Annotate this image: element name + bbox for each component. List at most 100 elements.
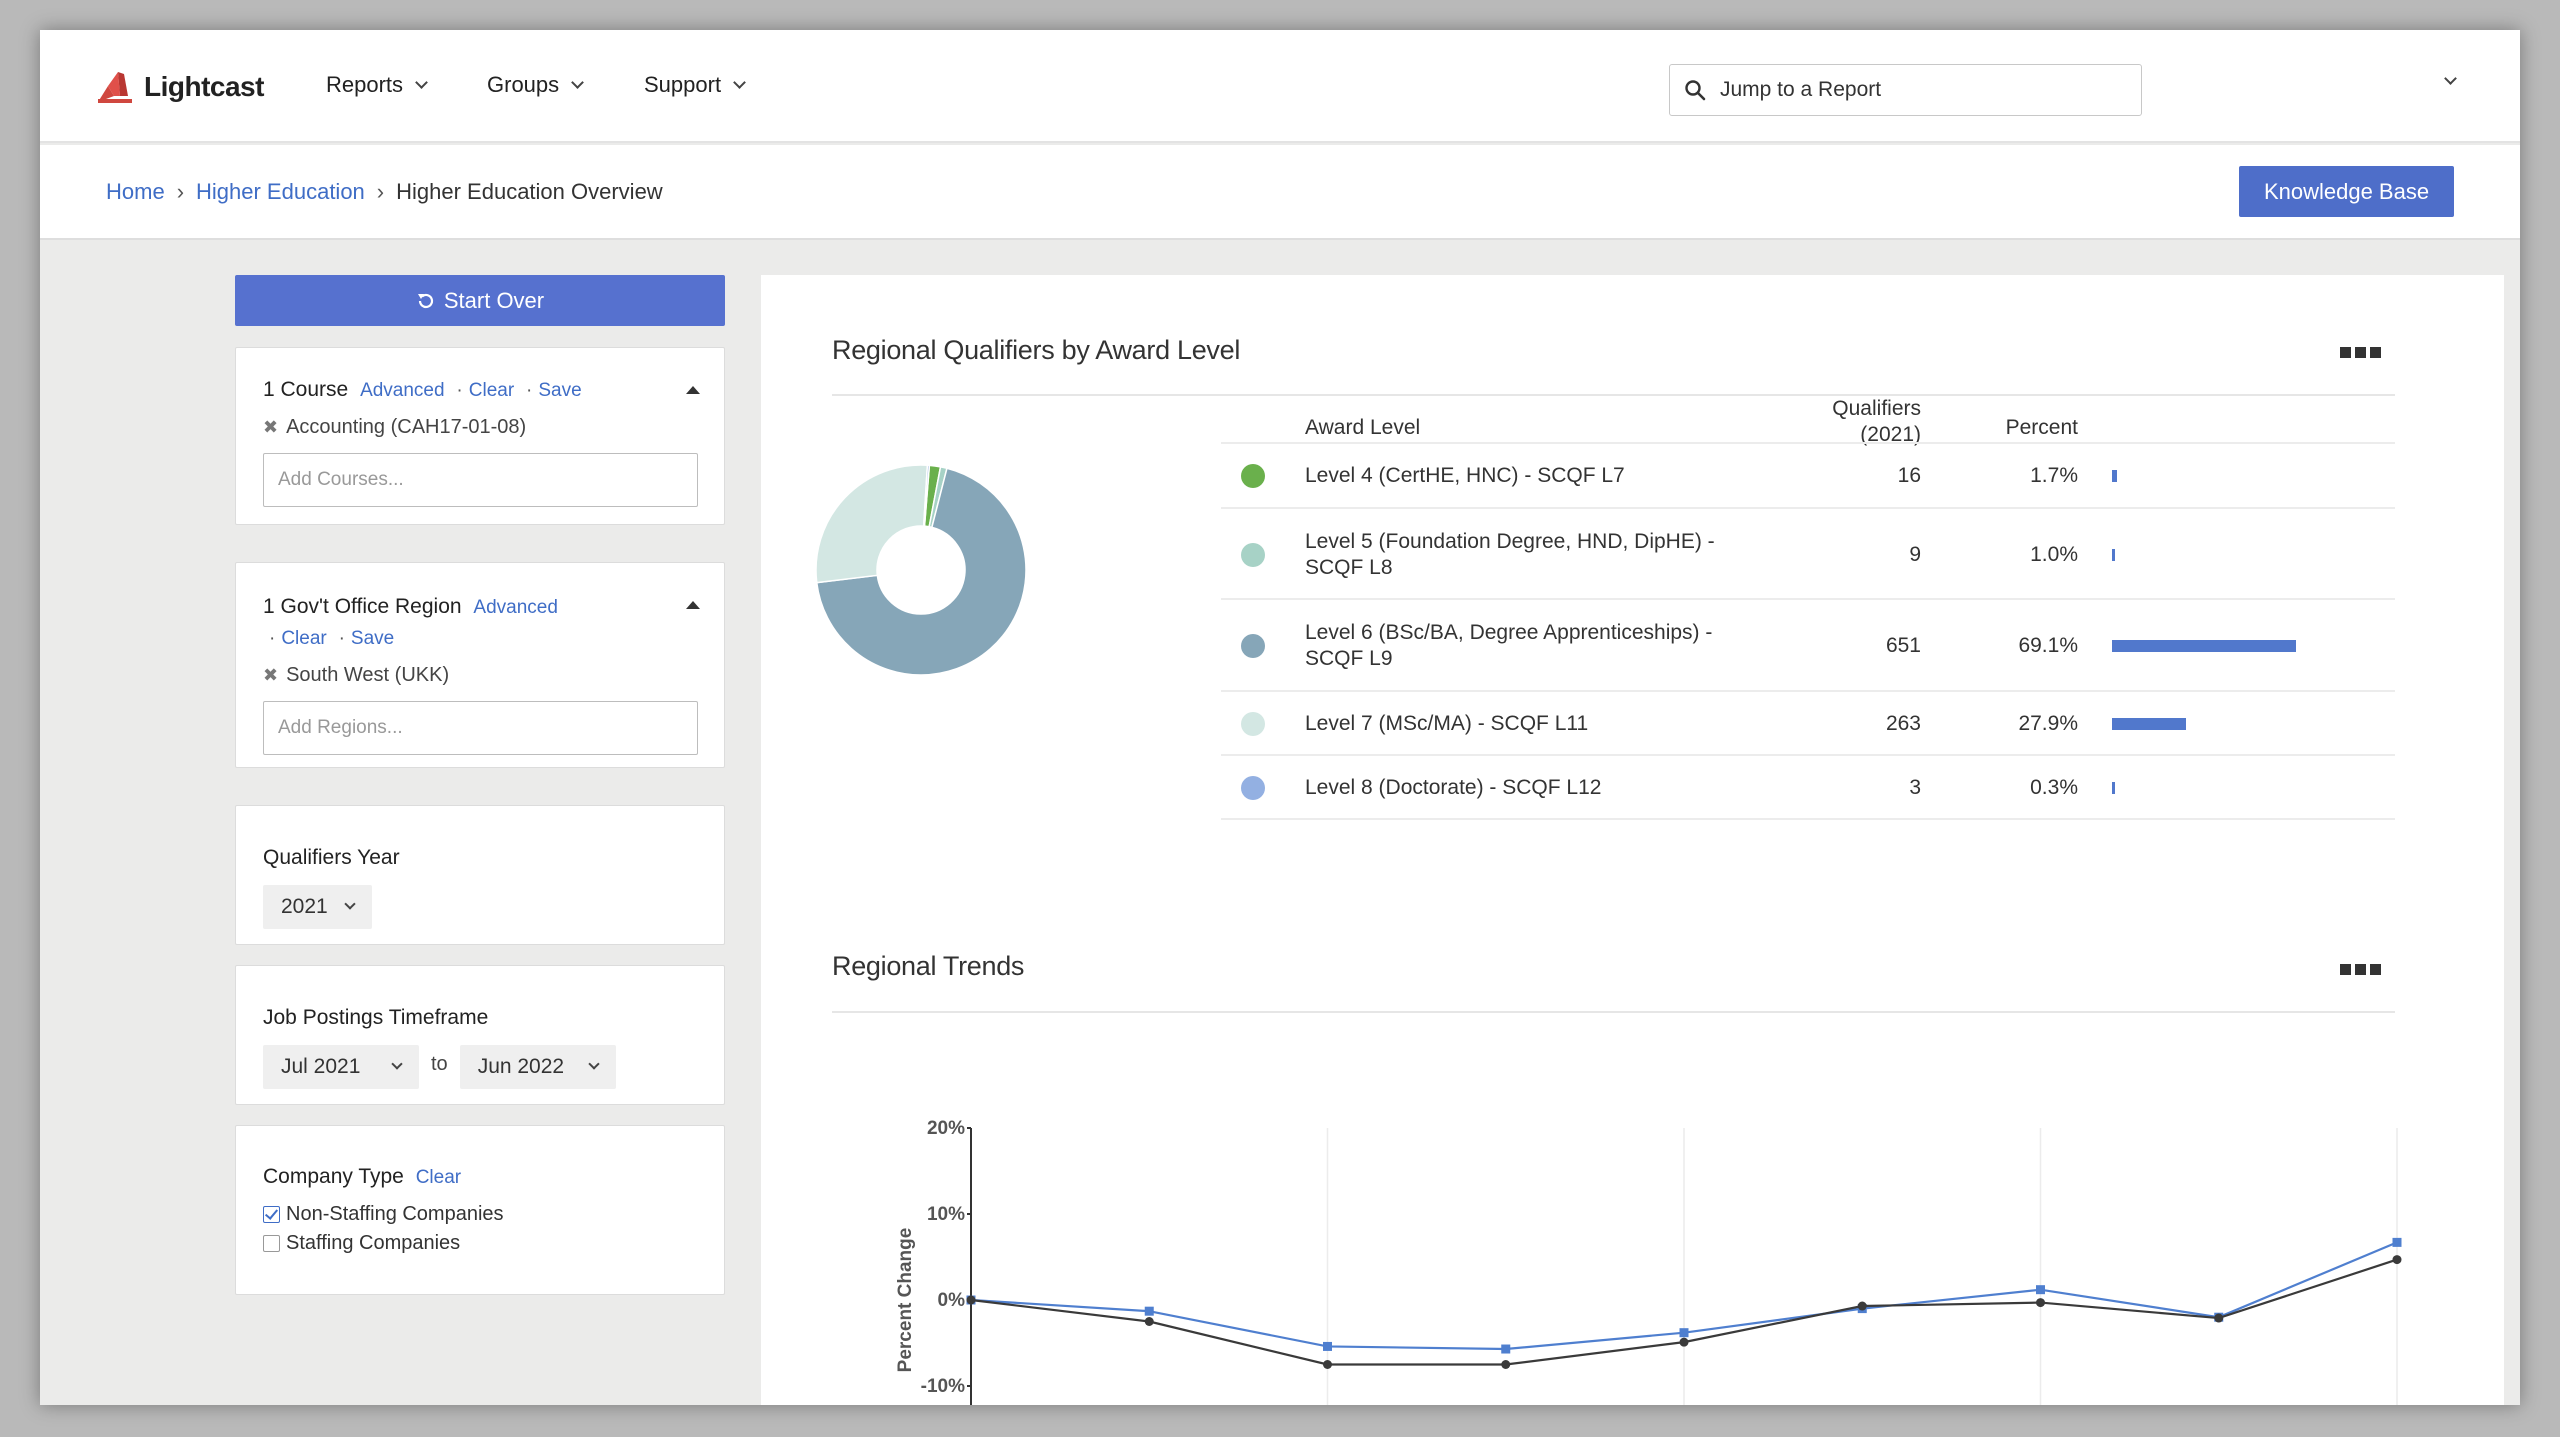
region-filter-header: 1 Gov't Office Region Advanced · Clear · S… (263, 592, 663, 654)
course-clear-link[interactable]: Clear (468, 380, 515, 401)
region-advanced-link[interactable]: Advanced (473, 597, 558, 618)
series-point[interactable] (2214, 1313, 2224, 1323)
knowledge-base-button[interactable]: Knowledge Base (2239, 166, 2454, 217)
nav-menu-label: Reports (326, 72, 404, 97)
nav-menu-groups[interactable]: Groups (487, 72, 585, 98)
award-donut-chart (815, 464, 1027, 676)
region-clear-link[interactable]: Clear (281, 628, 327, 649)
chevron-down-icon (733, 75, 746, 89)
checkbox-label: Staffing Companies (286, 1232, 461, 1254)
app-window: Lightcast Reports Groups Support Home › (40, 30, 2520, 1405)
collapse-triangle-icon[interactable] (686, 601, 700, 609)
table-bottom-rule (1221, 818, 2395, 820)
series-point[interactable] (2392, 1255, 2402, 1265)
breadcrumb-bar: Home › Higher Education › Higher Educati… (40, 145, 2520, 240)
award-level-label-line2: SCQF L8 (1305, 555, 1393, 579)
award-level-label: Level 6 (BSc/BA, Degree Apprenticeships)… (1305, 620, 1765, 672)
nav-menu-label: Groups (487, 72, 560, 97)
series-point[interactable] (966, 1295, 976, 1305)
qualifiers-value: 16 (1897, 464, 1921, 487)
y-axis-label: Percent Change (895, 1228, 916, 1373)
series-point[interactable] (1679, 1328, 1689, 1338)
series-point[interactable] (2036, 1285, 2045, 1295)
regional-trends-line-chart: 20%10%0%-10%-20%20132015201720192021Perc… (895, 1118, 2402, 1405)
chevron-right-icon: › (376, 179, 385, 204)
series-point[interactable] (1144, 1306, 1154, 1316)
award-level-label-line1: Level 4 (CertHE, HNC) - SCQF L7 (1305, 464, 1625, 487)
chevron-down-icon (571, 75, 585, 89)
report-panel: Regional Qualifiers by Award Level Award… (761, 275, 2504, 1405)
remove-x-icon[interactable]: ✖ (263, 665, 279, 685)
course-advanced-link[interactable]: Advanced (360, 380, 445, 401)
percent-value: 27.9% (2018, 712, 2078, 735)
series-point[interactable] (1501, 1344, 1511, 1354)
breadcrumb-higher-education-link[interactable]: Higher Education (196, 179, 365, 204)
timeframe-title: Job Postings Timeframe (263, 1006, 489, 1029)
separator-dot: · (338, 628, 345, 649)
staffing-checkbox[interactable]: Staffing Companies (263, 1232, 697, 1255)
add-regions-input[interactable] (263, 701, 698, 755)
timeframe-to-label: to (431, 1052, 448, 1075)
qualifiers-year-value: 2021 (281, 895, 328, 918)
series-point[interactable] (1857, 1301, 1867, 1311)
award-level-label-line1: Level 8 (Doctorate) - SCQF L12 (1305, 776, 1602, 799)
award-level-label: Level 5 (Foundation Degree, HND, DipHE) … (1305, 529, 1765, 581)
non-staffing-checkbox[interactable]: Non-Staffing Companies (263, 1203, 697, 1226)
checkbox-checked-icon[interactable] (263, 1206, 280, 1223)
qualifiers-year-card: Qualifiers Year 2021 (235, 805, 725, 945)
timeframe-from-select[interactable]: Jul 2021 (263, 1045, 419, 1089)
award-section-title: Regional Qualifiers by Award Level (832, 335, 1241, 365)
more-options-icon[interactable] (2340, 347, 2381, 358)
user-menu-chevron-down-icon[interactable] (2444, 72, 2457, 85)
donut-slice[interactable] (815, 467, 1027, 676)
breadcrumb-home-link[interactable]: Home (106, 179, 165, 204)
start-over-button[interactable]: Start Over (235, 275, 725, 326)
series-point[interactable] (2392, 1237, 2402, 1247)
divider (832, 1011, 2395, 1013)
trends-section-title: Regional Trends (832, 951, 1025, 981)
more-options-icon[interactable] (2340, 964, 2381, 975)
series-point[interactable] (1501, 1360, 1511, 1369)
brand-logo[interactable]: Lightcast (94, 66, 264, 108)
company-type-card: Company Type Clear Non-Staffing Companie… (235, 1125, 725, 1295)
col-header-qualifiers-line1: Qualifiers (1832, 397, 1921, 420)
award-level-label: Level 7 (MSc/MA) - SCQF L11 (1305, 711, 1765, 737)
brand-name: Lightcast (144, 71, 264, 102)
percent-value: 1.7% (2030, 464, 2078, 487)
award-level-label-line2: SCQF L9 (1305, 647, 1393, 670)
donut-slice[interactable] (922, 464, 931, 527)
percent-value: 0.3% (2030, 776, 2078, 799)
search-icon (1685, 80, 1706, 101)
separator-dot: · (269, 628, 276, 649)
qualifiers-year-title: Qualifiers Year (263, 846, 400, 869)
qualifiers-year-select[interactable]: 2021 (263, 885, 372, 929)
series-point[interactable] (1144, 1317, 1154, 1326)
timeframe-to-select[interactable]: Jun 2022 (459, 1045, 616, 1089)
nav-menu-support[interactable]: Support (644, 72, 746, 98)
series-point[interactable] (1679, 1337, 1689, 1347)
region-save-link[interactable]: Save (350, 628, 395, 649)
report-search[interactable] (1669, 64, 2142, 116)
series-point[interactable] (1323, 1341, 1332, 1351)
checkbox-unchecked-icon[interactable] (263, 1235, 280, 1252)
course-filter-header: 1 Course Advanced · Clear · Save (263, 375, 697, 406)
donut-slice[interactable] (815, 464, 929, 584)
course-save-link[interactable]: Save (538, 380, 582, 401)
qualifiers-value: 651 (1885, 634, 1921, 657)
chevron-right-icon: › (176, 179, 185, 204)
nav-menu-reports[interactable]: Reports (326, 72, 428, 98)
col-header-award-level: Award Level (1305, 416, 1421, 439)
nav-menu-label: Support (644, 72, 722, 97)
company-type-clear-link[interactable]: Clear (415, 1167, 462, 1188)
company-type-title: Company Type (263, 1165, 404, 1188)
series-point[interactable] (1323, 1360, 1332, 1369)
series-point[interactable] (2036, 1298, 2045, 1308)
add-courses-input[interactable] (263, 453, 698, 507)
remove-x-icon[interactable]: ✖ (263, 417, 279, 437)
qualifiers-value: 9 (1909, 542, 1921, 566)
legend-dot-icon (1241, 542, 1265, 567)
percent-bar (2112, 640, 2296, 652)
search-input[interactable] (1720, 78, 2120, 102)
collapse-triangle-icon[interactable] (686, 386, 700, 394)
course-filter-card: 1 Course Advanced · Clear · Save ✖ Account… (235, 347, 725, 525)
